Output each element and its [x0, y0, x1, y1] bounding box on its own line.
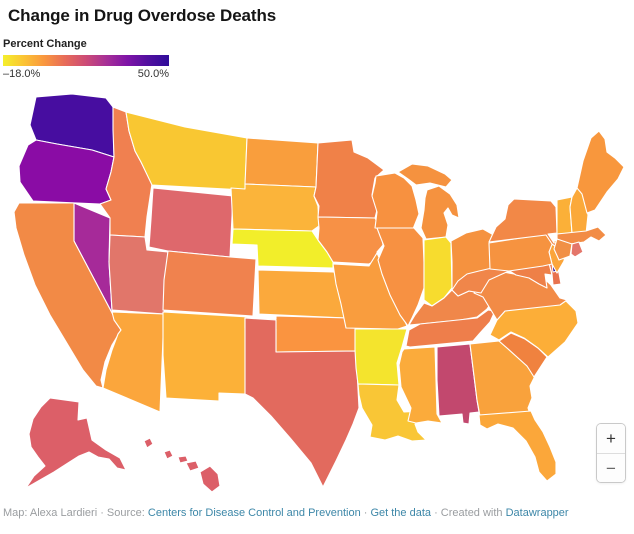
attribution-text: · Created with [431, 507, 506, 519]
state-hawaii-maui[interactable]: Hawaii [185, 460, 200, 472]
state-mississippi[interactable]: Mississippi [398, 346, 443, 424]
state-hawaii-molokai[interactable]: Hawaii [177, 455, 189, 464]
state-california[interactable]: California [13, 202, 122, 389]
state-hawaii-oahu[interactable]: Hawaii [163, 449, 174, 460]
state-illinois[interactable]: Illinois [376, 227, 425, 327]
attribution-link[interactable]: Get the data [370, 507, 432, 519]
legend-label: Percent Change [3, 38, 87, 50]
state-wisconsin[interactable]: Wisconsin [371, 172, 420, 230]
zoom-out-button[interactable]: − [597, 453, 625, 482]
state-louisiana[interactable]: Louisiana [357, 383, 429, 442]
state-south-carolina[interactable]: South Carolina [498, 332, 548, 378]
attribution-link[interactable]: Centers for Disease Control and Preventi… [147, 507, 361, 519]
state-arkansas[interactable]: Arkansas [354, 328, 408, 386]
state-colorado[interactable]: Colorado [162, 250, 257, 317]
legend-min-label: –18.0% [3, 68, 41, 80]
state-montana[interactable]: Montana [125, 111, 248, 191]
state-alaska[interactable]: Alaska [25, 397, 127, 489]
state-michigan-up[interactable]: Michigan [397, 163, 453, 188]
legend-gradient-bar [3, 55, 169, 66]
state-connecticut[interactable]: Connecticut [553, 238, 573, 261]
state-north-dakota[interactable]: North Dakota [244, 137, 319, 188]
state-arizona[interactable]: Arizona [102, 311, 165, 413]
zoom-in-button[interactable]: + [597, 424, 625, 453]
map-zoom-controls: + − [596, 423, 626, 483]
state-michigan[interactable]: Michigan [420, 185, 460, 240]
state-minnesota[interactable]: Minnesota [313, 139, 385, 219]
state-maine[interactable]: Maine [576, 130, 625, 214]
attribution-text: · [360, 507, 371, 519]
state-wyoming[interactable]: Wyoming [148, 187, 234, 258]
page-title: Change in Drug Overdose Deaths [8, 6, 277, 25]
state-hawaii-big-island[interactable]: Hawaii [199, 465, 221, 493]
state-florida[interactable]: Florida [478, 410, 557, 482]
state-vermont[interactable]: Vermont [556, 196, 573, 235]
state-texas[interactable]: Texas [244, 317, 360, 488]
state-rhode-island[interactable]: Rhode Island [570, 241, 584, 258]
attribution-text: Map: Alexa Lardieri · Source: [3, 507, 148, 519]
state-kansas[interactable]: Kansas [257, 269, 348, 319]
color-legend: Percent Change –18.0% 50.0% [3, 38, 203, 80]
state-new-mexico[interactable]: New Mexico [162, 311, 249, 402]
legend-ticks: –18.0% 50.0% [3, 68, 169, 80]
attribution-link[interactable]: Datawrapper [505, 507, 569, 519]
attribution-footer: Map: Alexa Lardieri · Source: Centers fo… [3, 507, 569, 519]
state-hawaii-kauai[interactable]: Hawaii [143, 437, 154, 449]
state-south-dakota[interactable]: South Dakota [230, 183, 320, 232]
legend-max-label: 50.0% [137, 68, 169, 80]
